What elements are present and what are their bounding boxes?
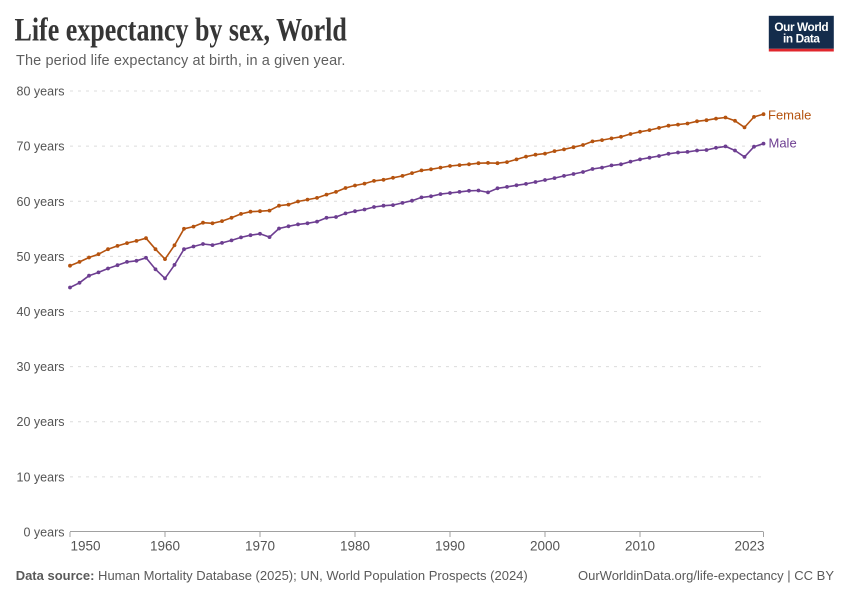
svg-text:0 years: 0 years [24,526,65,540]
svg-text:10 years: 10 years [17,470,65,484]
svg-text:1960: 1960 [150,539,180,554]
svg-text:2010: 2010 [625,539,655,554]
svg-text:20 years: 20 years [17,415,65,429]
svg-text:60 years: 60 years [17,195,65,209]
svg-text:2023: 2023 [734,539,764,554]
svg-text:Female: Female [768,107,811,122]
svg-text:OurWorldinData.org/life-expect: OurWorldinData.org/life-expectancy | CC … [578,568,834,583]
svg-text:40 years: 40 years [17,305,65,319]
svg-text:1980: 1980 [340,539,370,554]
svg-text:2000: 2000 [530,539,560,554]
svg-text:70 years: 70 years [17,140,65,154]
svg-text:Life expectancy by sex, World: Life expectancy by sex, World [15,13,348,48]
svg-text:Our World: Our World [774,20,828,34]
svg-text:The period life expectancy at: The period life expectancy at birth, in … [16,53,346,69]
svg-text:30 years: 30 years [17,360,65,374]
svg-text:80 years: 80 years [17,85,65,99]
svg-text:Male: Male [769,136,797,151]
svg-text:Data source: Human Mortality D: Data source: Human Mortality Database (2… [16,568,528,583]
svg-text:in Data: in Data [783,32,820,46]
svg-text:1990: 1990 [435,539,465,554]
svg-text:50 years: 50 years [17,250,65,264]
svg-text:1970: 1970 [245,539,275,554]
svg-text:1950: 1950 [71,539,101,554]
